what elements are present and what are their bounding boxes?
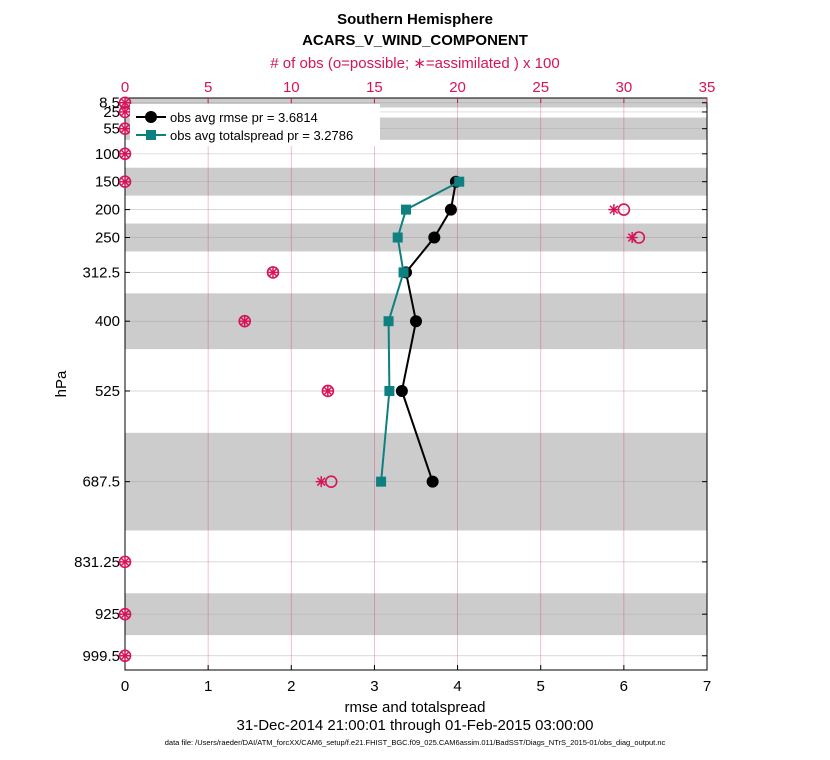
obs-assimilated-marker (119, 556, 131, 568)
level-tick-label-525: 525 (95, 383, 120, 400)
obs-assimilated-marker (119, 608, 131, 620)
obs-count-markers (118, 96, 646, 663)
obs-assimilated-marker (119, 97, 131, 109)
top-tick-label-10: 10 (283, 79, 300, 96)
chart-title: Southern Hemisphere (337, 11, 493, 28)
spread-point (376, 476, 387, 487)
spread-point (384, 385, 395, 396)
top-tick-label-5: 5 (204, 79, 212, 96)
level-tick-label-200: 200 (95, 202, 120, 219)
level-tick-label-250: 250 (95, 230, 120, 247)
y-axis-label: hPa (53, 370, 70, 397)
level-tick-label-831.25: 831.25 (74, 554, 120, 571)
level-tick-label-312.5: 312.5 (82, 264, 120, 281)
top-tick-label-20: 20 (449, 79, 466, 96)
chart-subtitle: ACARS_V_WIND_COMPONENT (302, 32, 528, 49)
obs-assimilated-marker (608, 204, 620, 216)
level-tick-label-8.5: 8.5 (99, 95, 120, 112)
level-tick-label-999.5: 999.5 (82, 648, 120, 665)
spread-point (392, 232, 403, 243)
plot-frame (124, 97, 708, 671)
top-tick-label-35: 35 (699, 79, 716, 96)
bottom-axis-ticks: 0 1 2 3 4 5 6 7 (121, 665, 711, 695)
x-tick-label-3: 3 (370, 678, 378, 695)
legend-marker-rmse (145, 111, 157, 123)
spread-point (454, 176, 465, 187)
x-tick-label-6: 6 (620, 678, 628, 695)
x-tick-label-2: 2 (287, 678, 295, 695)
x-tick-label-4: 4 (453, 678, 461, 695)
x-axis-label: rmse and totalspread (345, 699, 486, 716)
spread-point (398, 267, 409, 278)
shaded-bands (125, 98, 707, 636)
top-axis-ticks: 0 5 10 15 20 25 30 35 (121, 79, 716, 103)
legend-box (130, 104, 380, 146)
obs-assimilated-marker (119, 650, 131, 662)
obs-assimilated-marker (322, 385, 334, 397)
top-tick-label-15: 15 (366, 79, 383, 96)
level-tick-label-150: 150 (95, 174, 120, 191)
top-tick-label-0: 0 (121, 79, 129, 96)
obs-assimilated-marker (239, 315, 251, 327)
obs-assimilated-marker (626, 232, 638, 244)
legend-label-spread: obs avg totalspread pr = 3.2786 (170, 128, 353, 143)
obs-assimilated-marker (267, 266, 279, 278)
obs-assimilated-marker (119, 106, 131, 118)
rmse-point (410, 315, 422, 328)
level-tick-label-55: 55 (103, 121, 120, 138)
obs-assimilated-marker (119, 123, 131, 135)
top-axis-label: # of obs (o=possible; ∗=assimilated ) x … (270, 55, 559, 72)
rmse-point (444, 203, 457, 216)
obs-assimilated-marker (315, 476, 327, 488)
obs-assimilated-marker (119, 148, 131, 160)
legend-marker-spread (146, 130, 156, 140)
x-tick-label-7: 7 (703, 678, 711, 695)
spread-point (401, 204, 412, 215)
level-tick-label-100: 100 (95, 146, 120, 163)
top-tick-label-30: 30 (616, 79, 633, 96)
level-tick-label-925: 925 (95, 606, 120, 623)
level-tick-label-687.5: 687.5 (82, 474, 120, 491)
date-range: 31-Dec-2014 21:00:01 through 01-Feb-2015… (237, 717, 594, 734)
level-tick-label-400: 400 (95, 313, 120, 330)
x-tick-label-5: 5 (537, 678, 545, 695)
rmse-point (395, 384, 408, 397)
data-file-footnote: data file: /Users/raeder/DAI/ATM_forcXX/… (165, 738, 666, 747)
x-tick-label-1: 1 (204, 678, 212, 695)
rmse-point (426, 475, 439, 488)
obs-assimilated-marker (119, 176, 131, 188)
rmse-point (428, 231, 441, 244)
legend-label-rmse: obs avg rmse pr = 3.6814 (170, 110, 318, 125)
series-layer (376, 175, 465, 488)
x-tick-label-0: 0 (121, 678, 129, 695)
legend: obs avg rmse pr = 3.6814 obs avg totalsp… (130, 104, 380, 146)
level-tick-label-25: 25 (103, 104, 120, 121)
top-tick-label-25: 25 (532, 79, 549, 96)
spread-point (383, 316, 394, 327)
